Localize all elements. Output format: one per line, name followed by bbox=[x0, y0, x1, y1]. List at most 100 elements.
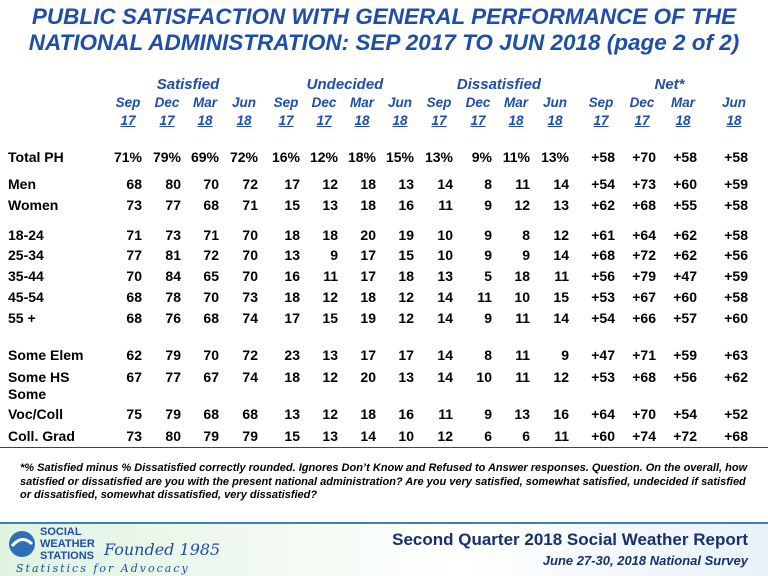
cell: +64 bbox=[591, 406, 615, 422]
period-month: Dec bbox=[629, 95, 655, 110]
cell: 72 bbox=[242, 347, 258, 363]
row-label: Coll. Grad bbox=[8, 428, 75, 444]
cell: 9 bbox=[484, 406, 492, 422]
cell: 16% bbox=[271, 149, 300, 165]
cell: 16 bbox=[398, 406, 414, 422]
cell: 68 bbox=[126, 289, 142, 305]
cell: 18 bbox=[360, 406, 376, 422]
cell: +72 bbox=[632, 247, 656, 263]
cell: 67 bbox=[203, 369, 219, 385]
cell: 80 bbox=[165, 428, 181, 444]
period-month: Mar bbox=[192, 95, 217, 110]
period-year: 18 bbox=[197, 113, 213, 128]
cell: 72% bbox=[229, 149, 258, 165]
period-month: Mar bbox=[349, 95, 374, 110]
cell: +47 bbox=[591, 347, 615, 363]
cell: 18 bbox=[360, 289, 376, 305]
cell: 70 bbox=[203, 289, 219, 305]
cell: 9 bbox=[484, 227, 492, 243]
cell: 12 bbox=[322, 406, 338, 422]
cell: +68 bbox=[591, 247, 615, 263]
cell: +60 bbox=[591, 428, 615, 444]
period-month: Jun bbox=[542, 95, 567, 110]
period-year: 18 bbox=[236, 113, 252, 128]
cell: 17 bbox=[398, 347, 414, 363]
cell: +58 bbox=[724, 149, 748, 165]
title-line: NATIONAL ADMINISTRATION: SEP 2017 TO JUN… bbox=[28, 30, 740, 55]
cell: 13% bbox=[424, 149, 453, 165]
cell: 78 bbox=[165, 289, 181, 305]
cell: 16 bbox=[553, 406, 569, 422]
cell: 72 bbox=[242, 176, 258, 192]
cell: 13 bbox=[322, 197, 338, 213]
cell: 18 bbox=[284, 289, 300, 305]
cell: 18 bbox=[360, 176, 376, 192]
row-label: 35-44 bbox=[8, 268, 44, 284]
cell: +79 bbox=[632, 268, 656, 284]
cell: +70 bbox=[632, 406, 656, 422]
survey-date: June 27-30, 2018 National Survey bbox=[542, 553, 748, 568]
cell: 84 bbox=[165, 268, 181, 284]
cell: 18 bbox=[398, 268, 414, 284]
cell: 12 bbox=[514, 197, 530, 213]
footnote: *% Satisfied minus % Dissatisfied correc… bbox=[20, 462, 748, 501]
cell: 62 bbox=[126, 347, 142, 363]
cell: +63 bbox=[724, 347, 748, 363]
cell: 14 bbox=[437, 176, 453, 192]
cell: 17 bbox=[360, 347, 376, 363]
cell: 74 bbox=[242, 369, 258, 385]
group-header: Undecided bbox=[306, 76, 384, 93]
cell: 18% bbox=[347, 149, 376, 165]
cell: +62 bbox=[591, 197, 615, 213]
cell: +54 bbox=[591, 310, 615, 326]
row-label: 18-24 bbox=[8, 227, 44, 243]
logo-line: STATIONS bbox=[40, 550, 94, 562]
cell: 15 bbox=[553, 289, 569, 305]
cell: 77 bbox=[126, 247, 142, 263]
cell: 14 bbox=[553, 310, 569, 326]
cell: 17 bbox=[284, 176, 300, 192]
cell: +60 bbox=[673, 289, 697, 305]
tagline: Statistics for Advocacy bbox=[16, 562, 190, 575]
row-label: Some HS bbox=[8, 369, 70, 385]
cell: 10 bbox=[437, 247, 453, 263]
cell: 9 bbox=[522, 247, 530, 263]
cell: 18 bbox=[514, 268, 530, 284]
cell: 73 bbox=[242, 289, 258, 305]
cell: 11 bbox=[515, 310, 530, 326]
cell: 11 bbox=[515, 176, 530, 192]
cell: 16 bbox=[284, 268, 300, 284]
cell: 18 bbox=[284, 227, 300, 243]
cell: 19 bbox=[360, 310, 376, 326]
cell: 11 bbox=[438, 197, 453, 213]
period-month: Sep bbox=[588, 95, 614, 110]
cell: +54 bbox=[673, 406, 697, 422]
cell: 81 bbox=[165, 247, 181, 263]
cell: 9% bbox=[471, 149, 492, 165]
cell: +66 bbox=[632, 310, 656, 326]
cell: 11 bbox=[554, 428, 569, 444]
cell: 20 bbox=[360, 369, 376, 385]
cell: 11% bbox=[502, 149, 530, 165]
cell: +54 bbox=[591, 176, 615, 192]
cell: +52 bbox=[724, 406, 748, 422]
cell: 65 bbox=[203, 268, 219, 284]
cell: 14 bbox=[437, 347, 453, 363]
cell: 5 bbox=[484, 268, 492, 284]
cell: 13 bbox=[398, 369, 414, 385]
cell: +60 bbox=[724, 310, 748, 326]
period-month: Mar bbox=[503, 95, 528, 110]
cell: 11 bbox=[554, 268, 569, 284]
cell: 71 bbox=[242, 197, 258, 213]
period-year: 17 bbox=[120, 113, 136, 128]
cell: 13 bbox=[514, 406, 530, 422]
period-year: 17 bbox=[593, 113, 609, 128]
cell: 70 bbox=[242, 268, 258, 284]
cell: 12 bbox=[322, 176, 338, 192]
cell: 11 bbox=[477, 289, 492, 305]
cell: +60 bbox=[673, 176, 697, 192]
cell: 68 bbox=[203, 197, 219, 213]
cell: +68 bbox=[724, 428, 748, 444]
cell: 68 bbox=[203, 406, 219, 422]
cell: 14 bbox=[553, 176, 569, 192]
